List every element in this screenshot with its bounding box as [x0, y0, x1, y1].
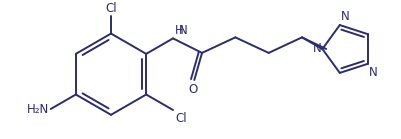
Text: N: N — [369, 66, 378, 79]
Text: N: N — [313, 43, 322, 55]
Text: Cl: Cl — [105, 2, 117, 15]
Text: N: N — [179, 24, 187, 37]
Text: Cl: Cl — [175, 112, 186, 125]
Text: N: N — [341, 10, 350, 23]
Text: H: H — [175, 24, 184, 37]
Text: H₂N: H₂N — [26, 103, 49, 116]
Text: O: O — [189, 83, 198, 96]
